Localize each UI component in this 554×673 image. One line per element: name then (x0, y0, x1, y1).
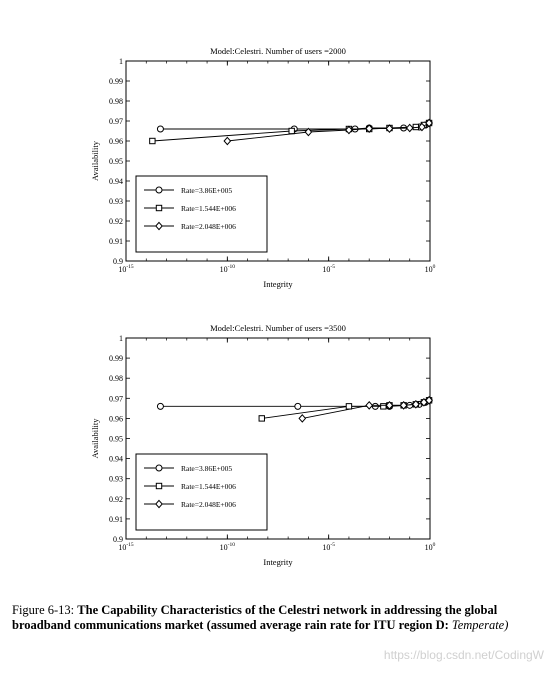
chart-panel: Model:Celestri. Number of users =2000 0.9… (90, 46, 436, 289)
y-axis-label: Availability (90, 418, 100, 459)
y-tick-label: 0.94 (109, 455, 123, 464)
legend-label: Rate=1.544E+006 (181, 482, 236, 491)
legend-marker (155, 482, 163, 490)
data-point (385, 124, 394, 133)
data-point (345, 125, 353, 135)
y-tick-label: 0.96 (109, 414, 123, 423)
y-tick-label: 0.91 (109, 515, 123, 524)
figure-caption: Figure 6-13: The Capability Characterist… (12, 603, 542, 633)
data-point (425, 118, 433, 128)
caption-body: The Capability Characteristics of the Ce… (12, 603, 498, 632)
y-tick-label: 0.92 (109, 217, 123, 226)
x-axis-label: Integrity (263, 557, 293, 567)
data-point (294, 402, 302, 410)
x-tick-label: 10-5 (322, 264, 335, 274)
y-tick-label: 0.95 (109, 157, 123, 166)
caption-lead: Figure 6-13: (12, 603, 75, 617)
caption-tail: Temperate) (451, 618, 509, 632)
x-tick-label: 10-15 (118, 264, 134, 274)
legend-label: Rate=2.048E+006 (181, 222, 236, 231)
x-tick-label: 100 (425, 542, 436, 552)
x-tick-label: 10-10 (220, 264, 236, 274)
legend-label: Rate=1.544E+006 (181, 204, 236, 213)
data-point (298, 414, 307, 423)
data-point (156, 125, 164, 133)
legend-marker (155, 186, 163, 194)
legend-label: Rate=3.86E+005 (181, 186, 232, 195)
data-point (258, 415, 265, 422)
data-point (418, 122, 426, 132)
y-tick-label: 0.93 (109, 475, 123, 484)
data-point (411, 399, 420, 409)
data-point (365, 124, 374, 133)
x-tick-label: 10-10 (220, 542, 236, 552)
x-axis-label: Integrity (263, 279, 293, 289)
y-tick-label: 1 (119, 57, 123, 66)
legend-marker (155, 464, 163, 472)
y-tick-label: 0.99 (109, 354, 123, 363)
chart-panel: Model:Celestri. Number of users =3500 0.9… (90, 323, 436, 567)
y-tick-label: 0.94 (109, 177, 123, 186)
data-point (399, 400, 408, 410)
chart-title: Model:Celestri. Number of users =2000 (210, 46, 346, 56)
data-point (405, 123, 414, 133)
data-point (288, 127, 295, 135)
series-line (227, 122, 430, 142)
legend-marker (155, 221, 163, 231)
legend-label: Rate=3.86E+005 (181, 464, 232, 473)
data-point (380, 403, 387, 410)
y-tick-label: 0.98 (109, 97, 123, 106)
x-tick-label: 100 (425, 264, 436, 274)
data-point (425, 395, 433, 405)
data-point (223, 136, 232, 146)
legend-label: Rate=2.048E+006 (181, 500, 236, 509)
data-point (345, 403, 353, 410)
legend-marker (155, 204, 163, 212)
y-tick-label: 0.95 (109, 435, 123, 444)
y-tick-label: 0.98 (109, 374, 123, 383)
data-point (149, 137, 156, 145)
y-tick-label: 0.97 (109, 117, 123, 126)
y-tick-label: 0.99 (109, 77, 123, 86)
watermark: https://blog.csdn.net/CodingW (383, 648, 544, 662)
x-tick-label: 10-5 (322, 542, 335, 552)
data-point (156, 402, 164, 410)
y-tick-label: 0.91 (109, 237, 123, 246)
y-tick-label: 0.96 (109, 137, 123, 146)
y-tick-label: 0.9 (113, 535, 123, 544)
y-axis-label: Availability (90, 140, 100, 181)
y-tick-label: 1 (119, 334, 123, 343)
x-tick-label: 10-15 (118, 542, 134, 552)
chart-title: Model:Celestri. Number of users =3500 (210, 323, 346, 333)
y-tick-label: 0.92 (109, 495, 123, 504)
y-tick-label: 0.9 (113, 257, 123, 266)
y-tick-label: 0.97 (109, 394, 123, 403)
y-tick-label: 0.93 (109, 197, 123, 206)
data-point (385, 400, 394, 410)
data-point (365, 400, 374, 410)
data-point (304, 127, 313, 137)
figure-charts: Model:Celestri. Number of users =2000 0.9… (90, 46, 436, 567)
legend-marker (155, 499, 163, 509)
